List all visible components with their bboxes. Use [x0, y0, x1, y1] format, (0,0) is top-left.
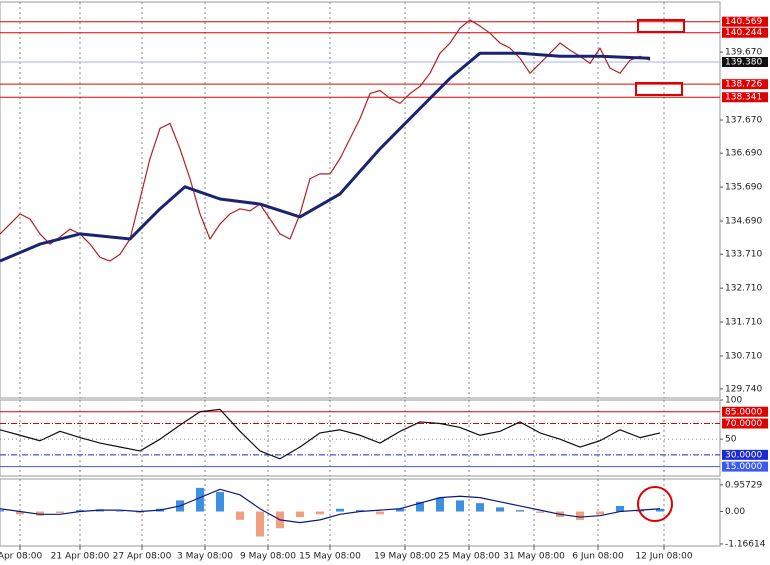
x-tick-label: 21 Apr 08:00 [51, 552, 110, 562]
level-label-box [722, 79, 768, 90]
x-tick-label: 12 Jun 08:00 [635, 552, 692, 562]
histogram-bar [596, 511, 604, 515]
x-tick-label: 25 May 08:00 [438, 552, 500, 562]
x-tick-label: 15 May 08:00 [299, 552, 361, 562]
y-tick-label: 134.690 [725, 217, 762, 227]
histogram-bar [116, 510, 124, 512]
histogram-bar [656, 508, 664, 512]
y-tick-label: 135.690 [725, 183, 762, 193]
histogram-bar [356, 510, 364, 512]
series-line [0, 408, 661, 460]
histogram-bar [536, 511, 544, 513]
level-label-box [722, 57, 768, 68]
x-tick-label: Apr 08:00 [0, 552, 42, 562]
y-tick-label: 131.710 [725, 318, 762, 328]
level-label-box [722, 418, 768, 429]
y-tick-label: 0.95729 [725, 480, 762, 490]
annotation-box [635, 82, 683, 96]
x-tick-label: 19 May 08:00 [374, 552, 436, 562]
y-tick-label: 15.0000 [725, 462, 762, 472]
y-tick-label: 30.0000 [725, 450, 762, 460]
y-tick-label: 133.710 [725, 250, 762, 260]
level-label: 139.380 [725, 58, 762, 68]
histogram-bar [336, 508, 344, 512]
macd-pane [0, 478, 721, 547]
y-tick-label: 129.740 [725, 384, 762, 394]
histogram-bar [76, 510, 84, 512]
level-label: 140.569 [725, 17, 762, 27]
y-tick-label: 137.670 [725, 115, 762, 125]
histogram-bar [576, 511, 584, 520]
level-label: 140.244 [725, 28, 762, 38]
level-label-box [722, 92, 768, 103]
histogram-bar [416, 501, 424, 512]
x-tick-label: 9 May 08:00 [240, 552, 296, 562]
level-label: 138.726 [725, 80, 762, 90]
histogram-bar [256, 511, 264, 537]
histogram-bar [456, 500, 464, 512]
x-tick-label: 3 May 08:00 [177, 552, 233, 562]
annotation-circle [637, 486, 673, 522]
histogram-bar [396, 508, 404, 512]
histogram-bar [196, 487, 204, 512]
histogram-bar [376, 511, 384, 515]
main-pane [0, 1, 721, 399]
x-tick-label: 6 Jun 08:00 [572, 552, 624, 562]
series-line [0, 51, 651, 263]
histogram-bar [216, 492, 224, 512]
y-tick-label: 70.0000 [725, 419, 762, 429]
histogram-bar [236, 511, 244, 520]
histogram-bar [516, 510, 524, 512]
y-tick-label: 130.710 [725, 351, 762, 361]
x-tick-label: 27 Apr 08:00 [113, 552, 172, 562]
histogram-bar [0, 510, 4, 512]
annotation-box [637, 19, 685, 33]
y-tick-label: 85.0000 [725, 407, 762, 417]
y-tick-label: 132.710 [725, 284, 762, 294]
histogram-bar [496, 507, 504, 512]
y-tick-label: -1.16614 [725, 539, 766, 549]
series-line [0, 19, 651, 262]
level-label-box [722, 461, 768, 472]
y-tick-label: 50 [725, 435, 737, 445]
series-line [0, 488, 661, 524]
y-tick-label: 0.00 [725, 507, 745, 517]
level-label-box [722, 449, 768, 460]
x-tick-label: 31 May 08:00 [503, 552, 565, 562]
histogram-bar [316, 511, 324, 515]
histogram-bar [296, 511, 304, 518]
histogram-bar [36, 511, 44, 516]
histogram-bar [476, 503, 484, 512]
level-label-box [722, 16, 768, 27]
y-tick-label: 139.670 [725, 48, 762, 58]
y-tick-label: 100 [725, 396, 742, 406]
histogram-bar [136, 511, 144, 513]
y-tick-label: 136.690 [725, 149, 762, 159]
level-label-box [722, 27, 768, 38]
level-label-box [722, 406, 768, 417]
histogram-bar [16, 511, 24, 515]
histogram-bar [616, 505, 624, 512]
histogram-bar [56, 511, 64, 513]
histogram-bar [436, 497, 444, 512]
level-label: 138.341 [725, 93, 762, 103]
